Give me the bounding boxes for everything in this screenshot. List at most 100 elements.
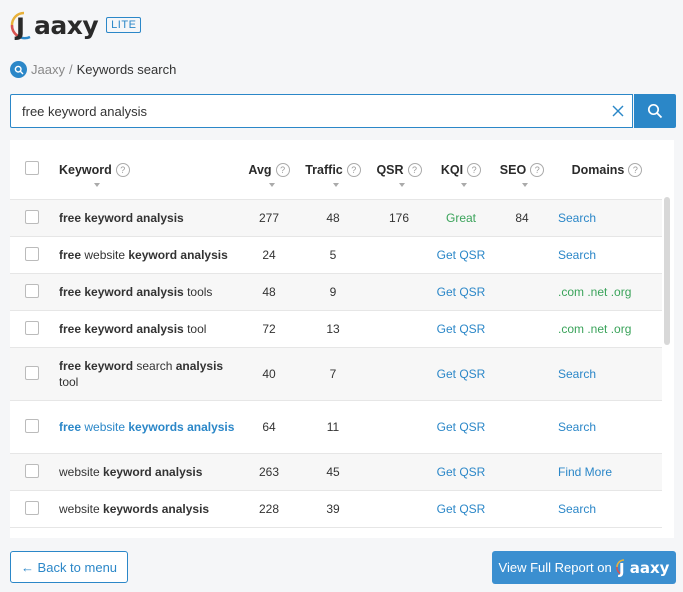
help-icon[interactable]: ? [275,162,290,177]
domains-cell[interactable]: Search [552,199,662,237]
kqi-cell[interactable]: Get QSR [430,453,492,491]
traffic-cell: 5 [298,236,368,274]
traffic-cell: 11 [298,400,368,454]
select-cell [10,236,54,274]
row-checkbox[interactable] [25,246,39,261]
search-icon [647,103,663,119]
lite-badge: LITE [106,17,142,33]
seo-cell: 84 [492,199,552,237]
select-all-cell [10,140,54,200]
table-row[interactable]: free keyword analysis tools 48 9 Get QSR .co… [10,273,662,311]
col-qsr[interactable]: QSR? [368,140,430,200]
row-checkbox[interactable] [25,365,39,380]
avg-cell: 277 [240,199,298,237]
qsr-cell [368,273,430,311]
seo-cell [492,453,552,491]
back-to-menu-button[interactable]: ← Back to menu [10,551,128,583]
qsr-cell: 176 [368,199,430,237]
col-avg[interactable]: Avg? [240,140,298,200]
keyword-cell[interactable]: free keyword analysis tool [54,310,240,348]
seo-cell [492,236,552,274]
row-checkbox[interactable] [25,320,39,335]
domains-cell[interactable]: .com .net .org [552,310,662,348]
select-cell [10,199,54,237]
keyword-part: tool [183,322,207,336]
table-header: Keyword? Avg? Traffic? QSR? KQI? SEO? Do… [10,140,662,200]
col-domains[interactable]: Domains? [552,140,662,200]
help-icon[interactable]: ? [628,162,643,177]
col-seo[interactable]: SEO? [492,140,552,200]
row-checkbox[interactable] [25,418,39,433]
search-input[interactable] [10,94,633,128]
keyword-cell[interactable]: free keyword search analysis tool [54,347,240,401]
kqi-cell[interactable]: Get QSR [430,490,492,528]
seo-cell [492,310,552,348]
view-full-report-button[interactable]: View Full Report on J aaxy [492,551,676,584]
keyword-cell[interactable]: free website keywords analysis [54,400,240,454]
col-keyword[interactable]: Keyword? [54,140,240,200]
kqi-cell[interactable]: Get QSR [430,347,492,401]
select-cell [10,400,54,454]
row-checkbox[interactable] [25,209,39,224]
domains-cell[interactable]: Search [552,490,662,528]
seo-cell [492,347,552,401]
jaaxy-logo[interactable]: J aaxy [10,11,99,41]
select-cell [10,347,54,401]
qsr-cell [368,310,430,348]
col-kqi[interactable]: KQI? [430,140,492,200]
help-icon[interactable]: ? [407,162,422,177]
header: J aaxy LITE [10,8,142,42]
seo-cell [492,490,552,528]
scrollbar[interactable] [664,197,670,345]
row-checkbox[interactable] [25,283,39,298]
keyword-part: website [81,248,129,262]
help-icon[interactable]: ? [530,162,545,177]
help-icon[interactable]: ? [346,162,361,177]
qsr-cell [368,490,430,528]
keyword-part: free keyword analysis [59,285,184,299]
domains-cell[interactable]: Search [552,347,662,401]
avg-cell: 64 [240,400,298,454]
keyword-cell[interactable]: free keyword analysis tools [54,273,240,311]
select-all-checkbox[interactable] [25,161,39,175]
avg-cell: 48 [240,273,298,311]
keyword-cell[interactable]: website keyword analysis [54,453,240,491]
row-checkbox[interactable] [25,500,39,515]
seo-cell [492,273,552,311]
domains-cell[interactable]: Find More [552,453,662,491]
traffic-cell: 9 [298,273,368,311]
row-checkbox[interactable] [25,463,39,478]
domains-cell[interactable]: .com .net .org [552,273,662,311]
keyword-cell[interactable]: free website keyword analysis [54,236,240,274]
col-traffic[interactable]: Traffic? [298,140,368,200]
breadcrumb-separator: / [68,62,73,77]
table-row[interactable]: website keywords analysis 228 39 Get QSR Sea… [10,490,662,528]
kqi-cell[interactable]: Get QSR [430,310,492,348]
keyword-part: keyword analysis [103,465,203,479]
keyword-cell[interactable]: free keyword analysis [54,199,240,237]
traffic-cell: 45 [298,453,368,491]
keyword-cell[interactable]: website keywords analysis [54,490,240,528]
table-row[interactable]: website keyword analysis 263 45 Get QSR Find… [10,453,662,491]
table-row[interactable]: free website keyword analysis 24 5 Get QSR S… [10,236,662,274]
kqi-cell[interactable]: Get QSR [430,400,492,454]
help-icon[interactable]: ? [115,162,130,177]
kqi-cell[interactable]: Get QSR [430,236,492,274]
search-button[interactable] [634,94,676,128]
avg-cell: 40 [240,347,298,401]
table-row[interactable]: free keyword search analysis tool 40 7 Get … [10,347,662,401]
table-row[interactable]: free keyword analysis 277 48 176 Great 84 Sear… [10,199,662,237]
avg-cell: 24 [240,236,298,274]
help-icon[interactable]: ? [467,162,482,177]
avg-cell: 263 [240,453,298,491]
domains-cell[interactable]: Search [552,400,662,454]
domains-cell[interactable]: Search [552,236,662,274]
table-row[interactable]: free website keywords analysis 64 11 Get QS… [10,400,662,454]
breadcrumb-root[interactable]: Jaaxy [31,62,65,77]
keyword-part: search [133,359,176,373]
keyword-part: free keyword [59,359,134,373]
kqi-cell[interactable]: Get QSR [430,273,492,311]
table-row[interactable]: free keyword analysis tool 72 13 Get QSR .co… [10,310,662,348]
qsr-cell [368,347,430,401]
clear-icon[interactable] [610,103,626,119]
